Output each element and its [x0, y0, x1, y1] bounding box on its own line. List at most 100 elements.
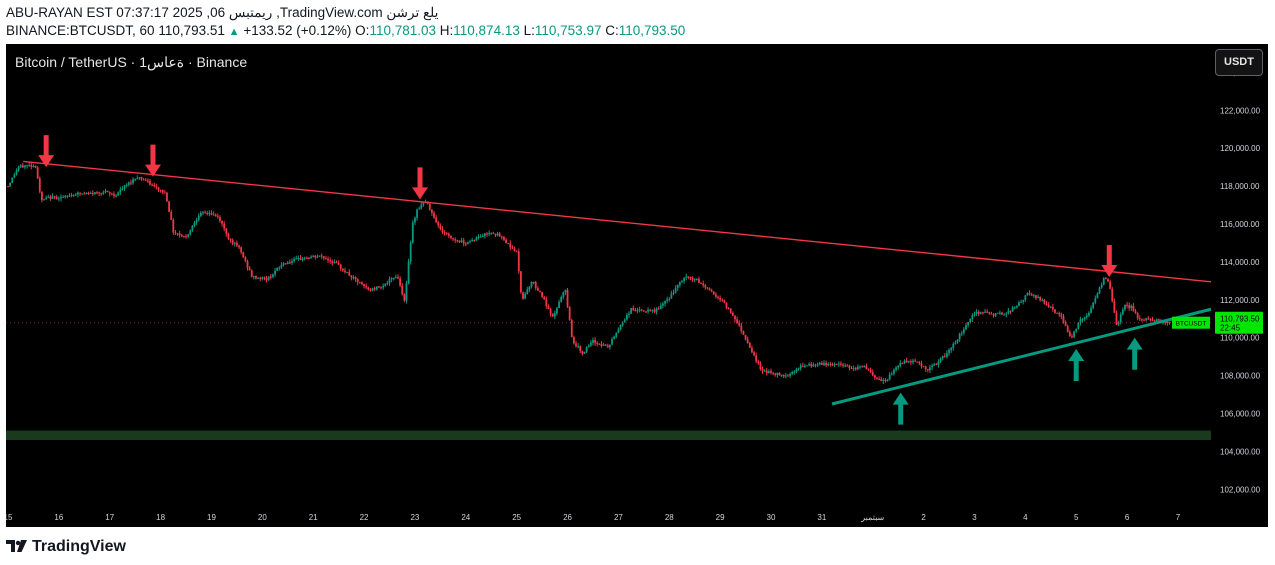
candle-body: [878, 378, 880, 380]
candle-body: [346, 272, 349, 274]
candle-body: [901, 363, 904, 365]
candle-body: [967, 322, 970, 326]
candle-body: [1164, 321, 1167, 324]
candle-body: [1015, 305, 1018, 308]
x-axis-tick-label: 16: [54, 513, 63, 522]
candle-body: [70, 194, 73, 196]
candle-body: [405, 283, 408, 301]
x-axis-tick-label: 23: [410, 513, 419, 522]
candle-body: [1013, 307, 1016, 309]
candle-body: [288, 262, 291, 264]
up-arrow-head: [1126, 337, 1143, 350]
candle-body: [738, 323, 741, 326]
candle-body: [575, 343, 577, 347]
candle-body: [369, 289, 372, 291]
open-value: 110,781.03: [369, 23, 437, 38]
candle-body: [615, 332, 618, 337]
candle-body: [1138, 318, 1141, 320]
candle-body: [1157, 319, 1160, 321]
candle-body: [401, 285, 404, 295]
candle-body: [236, 242, 238, 246]
candle-body: [655, 308, 658, 312]
candle-body: [545, 299, 548, 306]
candle-body: [992, 314, 995, 316]
candle-body: [293, 259, 296, 262]
candle-body: [634, 309, 637, 312]
y-axis-tick-label: 112,000.00: [1220, 296, 1260, 305]
candle-body: [1058, 312, 1061, 315]
candle-body: [45, 197, 48, 200]
candle-body: [780, 374, 783, 376]
candle-body: [969, 319, 972, 323]
candle-body: [361, 282, 363, 285]
candle-body: [43, 199, 45, 201]
candle-body: [1168, 321, 1171, 324]
candle-body: [325, 258, 327, 260]
candle-body: [1109, 281, 1112, 289]
candle-body: [34, 166, 37, 168]
chart-panel[interactable]: 102,000.00 104,000.00 106,000.00 108,000.00…: [6, 44, 1268, 527]
candle-body: [460, 240, 463, 243]
candle-body: [818, 362, 821, 365]
candle-body: [437, 222, 440, 226]
candle-body: [547, 305, 550, 310]
candle-body: [331, 261, 334, 264]
low-value: 110,753.97: [534, 23, 602, 38]
candle-body: [450, 235, 452, 239]
candle-body: [520, 271, 522, 293]
candle-body: [746, 339, 749, 343]
candle-body: [166, 192, 168, 202]
candle-body: [1094, 298, 1097, 303]
candle-body: [505, 239, 507, 244]
candle-body: [950, 347, 953, 350]
candle-body: [808, 363, 811, 366]
x-axis-tick-label: سبتمبر: [860, 513, 884, 522]
candle-body: [386, 282, 389, 284]
symbol-tag-text: BTCUSDT: [1176, 321, 1207, 328]
candle-body: [274, 270, 276, 275]
candle-body: [888, 374, 891, 380]
candle-body: [392, 277, 395, 279]
candle-body: [180, 234, 183, 237]
close-value: 110,793.50: [618, 23, 686, 38]
candle-body: [7, 186, 9, 188]
candle-body: [1096, 293, 1099, 299]
down-arrow-icon: [412, 167, 429, 200]
candle-body: [539, 290, 541, 293]
candle-body: [931, 365, 933, 368]
candle-body: [642, 310, 645, 312]
candle-body: [216, 216, 219, 218]
candle-body: [299, 258, 302, 260]
candle-body: [335, 262, 338, 264]
y-axis-tick-label: 114,000.00: [1220, 258, 1260, 267]
candle-body: [225, 228, 228, 234]
candle-body: [871, 372, 874, 376]
candle-body: [127, 182, 130, 185]
candle-body: [905, 360, 908, 363]
tradingview-logo[interactable]: TradingView: [6, 537, 126, 557]
candle-body: [587, 345, 590, 348]
y-axis-tick-label: 102,000.00: [1220, 485, 1261, 494]
candle-body: [344, 270, 346, 273]
candle-body: [958, 333, 961, 340]
candle-body: [414, 217, 416, 223]
candle-body: [916, 361, 919, 363]
last-price-tag-text: 110,793.50: [1220, 315, 1260, 324]
candle-body: [55, 196, 58, 199]
candle-body: [666, 299, 669, 302]
candle-body: [483, 233, 486, 237]
candle-body: [447, 233, 450, 236]
candle-body: [1083, 317, 1086, 320]
candle-body: [647, 309, 649, 312]
symbol-label[interactable]: BINANCE:BTCUSDT, 60: [6, 23, 155, 38]
candle-body: [1056, 312, 1059, 314]
currency-button[interactable]: USDT: [1215, 49, 1263, 76]
candle-body: [1117, 322, 1120, 325]
candle-body: [339, 264, 342, 269]
x-axis-tick-label: 27: [614, 513, 623, 522]
down-arrow-icon: [144, 144, 161, 177]
price-chart[interactable]: 102,000.00 104,000.00 106,000.00 108,000.00…: [6, 44, 1268, 527]
candle-body: [486, 233, 488, 235]
chart-header-line-2: BINANCE:BTCUSDT, 60 110,793.51 ▲ +133.52…: [6, 23, 685, 38]
candle-body: [884, 380, 887, 382]
